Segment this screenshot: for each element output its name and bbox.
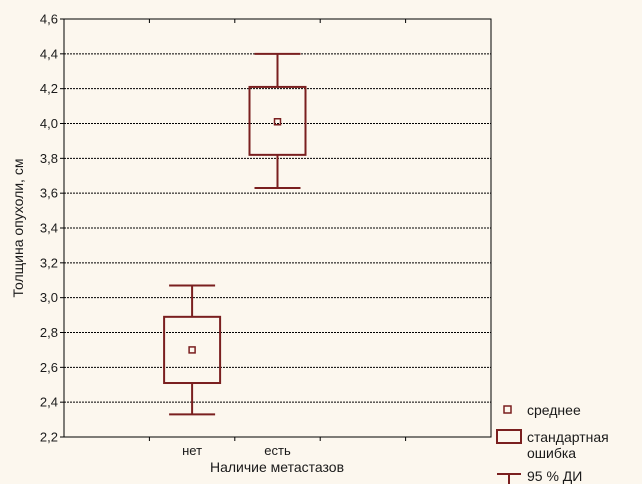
legend-se-label-line1: стандартная — [527, 429, 609, 445]
x-axis-ticks: нет есть — [148, 19, 407, 458]
legend-mean-label: среднее — [527, 402, 581, 418]
y-tick-label: 3,8 — [40, 151, 58, 166]
y-axis-title: Толщина опухоли, см — [10, 159, 26, 298]
y-tick-label: 4,2 — [40, 81, 58, 96]
x-axis-title: Наличие метастазов — [210, 459, 344, 475]
x-tick-label: нет — [182, 443, 202, 458]
y-tick-label: 4,4 — [40, 46, 58, 61]
legend-ci-symbol — [497, 473, 521, 484]
legend-ci-label: 95 % ДИ — [527, 468, 582, 484]
box-group — [248, 52, 307, 189]
legend-mean-symbol — [503, 405, 512, 414]
y-tick-label: 2,6 — [40, 360, 58, 375]
x-tick-label: есть — [264, 443, 291, 458]
y-tick-label: 2,8 — [40, 325, 58, 340]
legend-se-label-line2: ошибка — [527, 445, 576, 461]
y-tick-label: 3,2 — [40, 255, 58, 270]
y-tick-label: 2,4 — [40, 395, 58, 410]
y-tick-label: 4,0 — [40, 116, 58, 131]
se-box — [163, 315, 222, 385]
y-tick-label: 3,4 — [40, 221, 58, 236]
mean-marker — [188, 346, 196, 354]
se-box — [248, 85, 307, 156]
legend: среднее стандартная ошибка 95 % ДИ — [496, 402, 609, 484]
mean-marker — [273, 118, 282, 126]
box-group — [163, 284, 222, 416]
y-tick-label: 3,6 — [40, 186, 58, 201]
y-axis-ticks: 2,2 2,4 2,6 2,8 3,0 3,2 3,4 3,6 3,8 4,0 4,2 4,4 4,6 — [40, 12, 64, 445]
y-tick-label: 3,0 — [40, 290, 58, 305]
gridlines — [64, 53, 491, 403]
y-tick-label: 4,6 — [40, 12, 58, 27]
legend-se-symbol — [496, 429, 522, 444]
box-series — [163, 52, 307, 416]
y-tick-label: 2,2 — [40, 430, 58, 445]
